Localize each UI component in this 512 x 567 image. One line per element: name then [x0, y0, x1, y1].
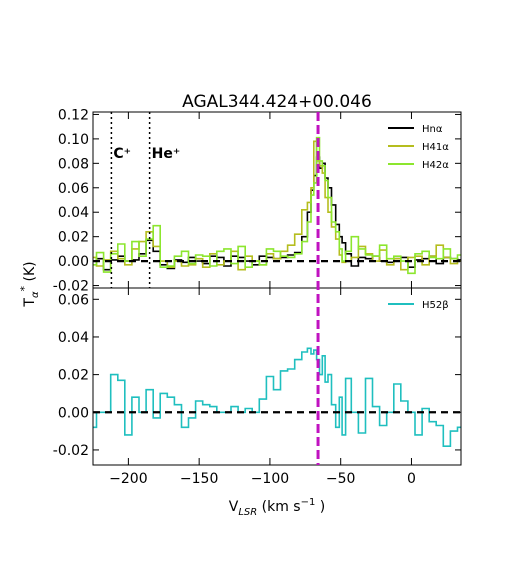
- x-axis-label: VLSR (km s−1 ): [229, 497, 326, 518]
- y-tick-label: 0.04: [58, 330, 89, 346]
- bottom-frame: [92, 287, 462, 466]
- bottom-panel: -0.02 0.00 0.02 0.04 0.06 H52β: [53, 287, 462, 466]
- y-tick-label: 0.02: [58, 368, 89, 384]
- y-tick-label: -0.02: [53, 279, 89, 295]
- y-tick-label: -0.02: [53, 443, 89, 459]
- x-tick-label: −50: [326, 471, 356, 487]
- chart-title: AGAL344.424+00.046: [182, 92, 372, 112]
- y-tick-label: 0.08: [58, 156, 89, 172]
- x-tick-label: 0: [407, 471, 416, 487]
- legend-label: Hnα: [422, 124, 443, 135]
- legend-label: H42α: [422, 160, 449, 171]
- top-panel: C⁺ He⁺ -0.02 0.00 0.02 0.04 0.06 0.08 0.10 0.12 Hn…: [53, 107, 462, 295]
- y-tick-label: 0.12: [58, 107, 89, 123]
- x-tick-label: −150: [180, 471, 218, 487]
- x-tick-label: −100: [251, 471, 289, 487]
- y-tick-label: 0.06: [58, 181, 89, 197]
- y-tick-label: 0.10: [58, 132, 89, 148]
- y-tick-label: 0.04: [58, 205, 89, 221]
- y-tick-label: 0.02: [58, 230, 89, 246]
- top-series-h42: [93, 136, 461, 275]
- y-tick-label: 0.00: [58, 254, 89, 270]
- top-series-group: [93, 136, 461, 275]
- marker-label: He⁺: [152, 146, 181, 162]
- legend-label: H52β: [422, 300, 449, 311]
- x-tick-label: −200: [109, 471, 147, 487]
- y-axis-label: Tα* (K): [18, 261, 41, 307]
- legend-label: H41α: [422, 142, 449, 153]
- marker-label: C⁺: [113, 146, 131, 162]
- y-tick-label: 0.00: [58, 405, 89, 421]
- bottom-series-group: [93, 347, 461, 447]
- top-series-h41: [93, 140, 461, 271]
- top-series-hn: [93, 156, 461, 271]
- y-tick-label: 0.06: [58, 292, 89, 308]
- bottom-series-h52: [93, 347, 461, 447]
